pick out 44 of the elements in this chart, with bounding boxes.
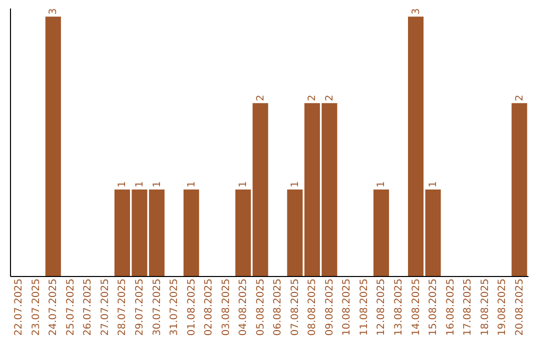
x-tick-label: 04.08.2025 bbox=[238, 278, 250, 336]
data-label: 2 bbox=[514, 94, 526, 102]
x-tick-label: 11.08.2025 bbox=[358, 278, 370, 336]
x-tick-label: 28.07.2025 bbox=[117, 278, 128, 336]
data-label: 1 bbox=[376, 181, 388, 188]
data-label: 1 bbox=[134, 181, 146, 188]
x-tick-label: 17.08.2025 bbox=[462, 278, 474, 336]
x-tick-label: 01.08.2025 bbox=[186, 278, 198, 336]
x-tick-label: 29.07.2025 bbox=[134, 278, 146, 336]
x-tick-label: 13.08.2025 bbox=[394, 278, 404, 336]
data-label: 2 bbox=[324, 94, 336, 102]
x-tick-label: 31.07.2025 bbox=[169, 278, 180, 336]
data-label: 2 bbox=[307, 94, 318, 102]
x-tick-label: 03.08.2025 bbox=[220, 278, 232, 336]
data-label: 1 bbox=[152, 181, 163, 188]
x-tick-label: 10.08.2025 bbox=[342, 278, 353, 336]
x-tick-label: 18.08.2025 bbox=[480, 278, 491, 336]
x-tick-label: 14.08.2025 bbox=[410, 278, 422, 336]
x-tick-label: 23.07.2025 bbox=[30, 278, 42, 336]
data-label: 3 bbox=[48, 8, 60, 15]
x-tick-label: 24.07.2025 bbox=[48, 278, 60, 336]
x-tick-label: 20.08.2025 bbox=[514, 278, 526, 336]
x-tick-label: 06.08.2025 bbox=[272, 278, 284, 336]
x-tick-label: 15.08.2025 bbox=[428, 278, 440, 336]
x-tick-label: 22.07.2025 bbox=[14, 278, 25, 336]
x-tick-label: 08.08.2025 bbox=[307, 278, 318, 336]
x-tick-label: 12.08.2025 bbox=[376, 278, 388, 336]
x-tick-label: 09.08.2025 bbox=[324, 278, 336, 336]
data-label: 3 bbox=[410, 8, 422, 15]
x-tick-label: 19.08.2025 bbox=[497, 278, 508, 336]
x-tick-label: 27.07.2025 bbox=[100, 278, 111, 336]
data-label: 1 bbox=[117, 181, 128, 188]
x-tick-label: 25.07.2025 bbox=[65, 278, 76, 336]
x-tick-label: 16.08.2025 bbox=[445, 278, 456, 336]
x-tick-label: 05.08.2025 bbox=[255, 278, 266, 336]
x-tick-label: 07.08.2025 bbox=[290, 278, 301, 336]
x-tick-label: 26.07.2025 bbox=[82, 278, 94, 336]
data-label: 2 bbox=[255, 94, 266, 102]
data-label: 1 bbox=[186, 181, 198, 188]
data-label: 1 bbox=[238, 181, 250, 188]
data-label: 1 bbox=[428, 181, 440, 188]
data-label: 1 bbox=[290, 181, 301, 188]
x-tick-label: 30.07.2025 bbox=[152, 278, 163, 336]
x-tick-label: 02.08.2025 bbox=[204, 278, 215, 336]
